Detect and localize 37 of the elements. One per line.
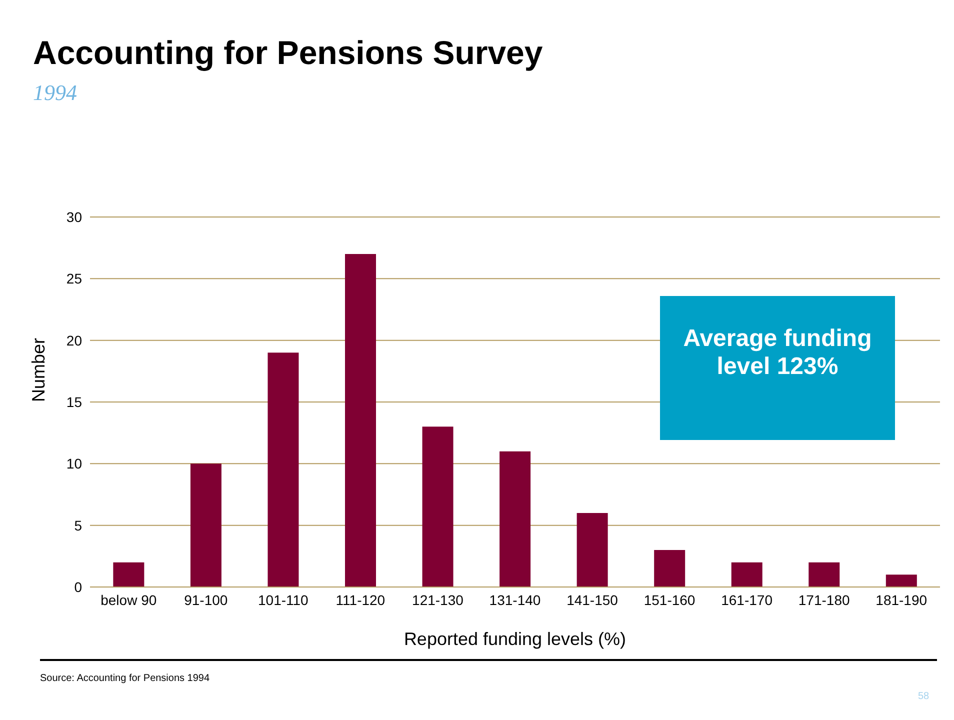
x-tick-label: 141-150 [566,592,618,608]
bar [500,451,531,587]
bar [268,352,299,587]
x-tick-label: 91-100 [184,592,228,608]
x-tick-label: 101-110 [258,592,309,608]
x-tick-label: 161-170 [721,592,773,608]
annotation: Average funding level 123% [682,325,873,381]
y-tick-label: 20 [66,332,82,348]
bar [731,562,762,587]
y-tick-label: 10 [66,456,82,472]
chart-subtitle: 1994 [33,80,77,106]
x-axis-title: Reported funding levels (%) [404,629,626,649]
y-tick-label: 30 [66,208,82,225]
x-tick-label: 111-120 [336,592,386,608]
y-tick-label: 0 [74,578,82,595]
text: 58 [918,691,930,702]
source-note: Source: Accounting for Pensions 1994 [40,673,210,684]
y-axis-title: Number [28,338,48,402]
bar [886,574,917,587]
x-tick-label: 181-190 [876,592,928,608]
chart-title: Accounting for Pensions Survey [33,34,543,72]
x-tick-label: 151-160 [644,592,696,608]
bar [808,562,840,587]
y-tick-label: 5 [74,517,82,534]
y-tick-label: 25 [66,270,82,287]
bar [345,254,376,587]
bar [422,426,454,587]
bar [576,513,608,587]
y-tick-label: 15 [66,394,82,410]
x-tick-label: 121-130 [412,592,464,608]
callout-box: Average funding level 123% [660,296,895,440]
bar [654,550,686,587]
bar [190,464,222,587]
x-tick-label: 171-180 [798,592,850,608]
x-tick-label: 131-140 [489,592,541,608]
bar [113,562,144,587]
x-tick-label: below 90 [100,592,157,608]
